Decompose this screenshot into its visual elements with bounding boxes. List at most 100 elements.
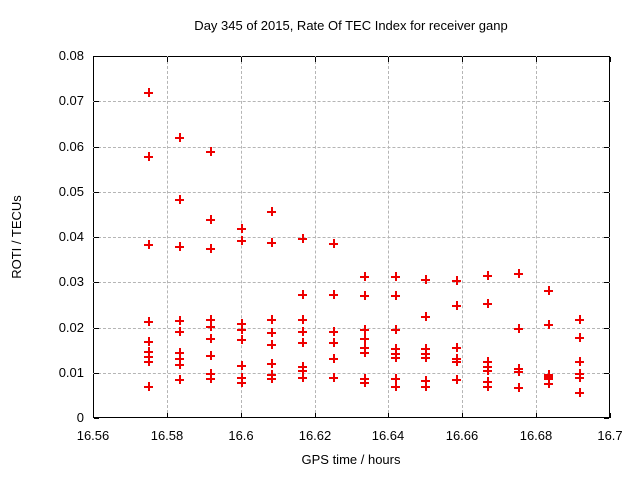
data-point bbox=[544, 320, 553, 329]
data-point bbox=[175, 327, 184, 336]
data-point bbox=[144, 357, 153, 366]
tick-mark-top bbox=[462, 57, 463, 62]
tick-mark-left bbox=[94, 237, 99, 238]
data-point bbox=[206, 147, 215, 156]
tick-mark-left bbox=[94, 101, 99, 102]
tick-mark-right bbox=[604, 282, 609, 283]
data-point bbox=[237, 319, 246, 328]
data-point bbox=[267, 340, 276, 349]
data-point bbox=[175, 354, 184, 363]
tick-mark-top bbox=[167, 57, 168, 62]
data-point bbox=[544, 374, 553, 383]
y-tick-label: 0.05 bbox=[58, 184, 84, 199]
data-point bbox=[206, 334, 215, 343]
data-point bbox=[575, 357, 584, 366]
data-point bbox=[144, 382, 153, 391]
data-point bbox=[267, 359, 276, 368]
tick-mark-bottom bbox=[241, 413, 242, 418]
y-tick-label: 0.06 bbox=[58, 139, 84, 154]
data-point bbox=[391, 344, 400, 353]
data-point bbox=[391, 353, 400, 362]
data-point bbox=[360, 334, 369, 343]
data-point bbox=[329, 354, 338, 363]
tick-mark-right bbox=[604, 418, 609, 419]
data-point bbox=[483, 366, 492, 375]
data-point bbox=[206, 244, 215, 253]
x-tick-label: 16.64 bbox=[371, 428, 405, 443]
x-tick-label: 16.68 bbox=[519, 428, 553, 443]
data-point bbox=[206, 315, 215, 324]
gridline-horizontal bbox=[93, 282, 610, 283]
data-point bbox=[544, 286, 553, 295]
data-point bbox=[421, 382, 430, 391]
data-point bbox=[391, 291, 400, 300]
x-tick-label: 16.56 bbox=[76, 428, 110, 443]
tick-mark-top bbox=[610, 57, 611, 62]
data-point bbox=[206, 322, 215, 331]
tick-mark-left bbox=[94, 418, 99, 419]
tick-mark-left bbox=[94, 147, 99, 148]
data-point bbox=[144, 88, 153, 97]
tick-mark-top bbox=[241, 57, 242, 62]
data-point bbox=[329, 327, 338, 336]
data-point bbox=[514, 367, 523, 376]
data-point bbox=[175, 133, 184, 142]
tick-mark-top bbox=[388, 57, 389, 62]
x-tick-label: 16.7 bbox=[597, 428, 623, 443]
data-point bbox=[237, 361, 246, 370]
x-tick-label: 16.62 bbox=[298, 428, 332, 443]
tick-mark-right bbox=[604, 56, 609, 57]
data-point bbox=[391, 325, 400, 334]
data-point bbox=[329, 239, 338, 248]
data-point bbox=[360, 291, 369, 300]
data-point bbox=[514, 269, 523, 278]
gridline-horizontal bbox=[93, 147, 610, 148]
data-point bbox=[329, 373, 338, 382]
data-point bbox=[452, 301, 461, 310]
x-axis-label: GPS time / hours bbox=[301, 452, 401, 467]
data-point bbox=[206, 351, 215, 360]
data-point bbox=[391, 272, 400, 281]
data-point bbox=[298, 366, 307, 375]
data-point bbox=[360, 378, 369, 387]
tick-mark-right bbox=[604, 101, 609, 102]
data-point bbox=[360, 272, 369, 281]
data-point bbox=[575, 333, 584, 342]
y-tick-label: 0.07 bbox=[58, 93, 84, 108]
tick-mark-left bbox=[94, 56, 99, 57]
chart-title: Day 345 of 2015, Rate Of TEC Index for r… bbox=[194, 18, 508, 33]
data-point bbox=[575, 373, 584, 382]
data-point bbox=[421, 275, 430, 284]
data-point bbox=[544, 379, 553, 388]
data-point bbox=[237, 236, 246, 245]
tick-mark-bottom bbox=[167, 413, 168, 418]
y-tick-label: 0 bbox=[76, 410, 84, 425]
data-point bbox=[483, 299, 492, 308]
data-point bbox=[144, 337, 153, 346]
tick-mark-left bbox=[94, 373, 99, 374]
data-point bbox=[298, 234, 307, 243]
tick-mark-top bbox=[93, 57, 94, 62]
data-point bbox=[421, 312, 430, 321]
data-point bbox=[360, 325, 369, 334]
gridline-horizontal bbox=[93, 373, 610, 374]
data-point bbox=[267, 374, 276, 383]
tick-mark-bottom bbox=[462, 413, 463, 418]
data-point bbox=[237, 224, 246, 233]
data-point bbox=[452, 375, 461, 384]
x-tick-label: 16.6 bbox=[228, 428, 254, 443]
x-tick-label: 16.58 bbox=[150, 428, 184, 443]
tick-mark-left bbox=[94, 282, 99, 283]
data-point bbox=[237, 335, 246, 344]
data-point bbox=[421, 353, 430, 362]
data-point bbox=[267, 328, 276, 337]
y-tick-label: 0.03 bbox=[58, 274, 84, 289]
data-point bbox=[267, 315, 276, 324]
data-point bbox=[421, 376, 430, 385]
data-point bbox=[391, 382, 400, 391]
data-point bbox=[175, 360, 184, 369]
data-point bbox=[267, 238, 276, 247]
tick-mark-right bbox=[604, 373, 609, 374]
data-point bbox=[237, 325, 246, 334]
